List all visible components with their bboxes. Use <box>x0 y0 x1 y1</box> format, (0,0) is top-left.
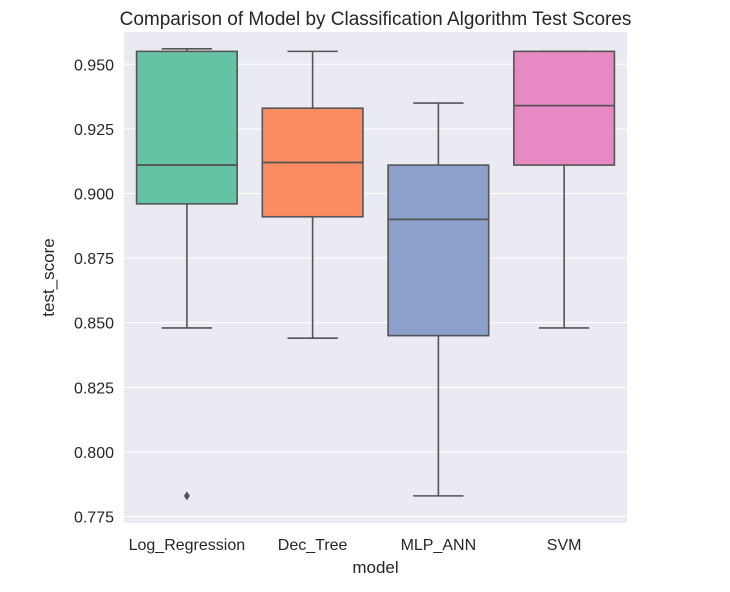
iqr-box <box>513 50 616 166</box>
y-axis-label: test_score <box>39 238 58 316</box>
y-tick-label: 0.875 <box>74 251 114 268</box>
outlier-marker <box>183 491 190 501</box>
box-mlp-ann <box>387 102 490 497</box>
y-tick-label: 0.800 <box>74 445 114 462</box>
x-tick-label: Dec_Tree <box>278 537 348 554</box>
y-tick-label: 0.850 <box>74 316 114 333</box>
x-axis-label: model <box>352 558 398 577</box>
x-tick-label: Log_Regression <box>129 537 246 554</box>
y-tick-label: 0.775 <box>74 510 114 527</box>
y-tick-label: 0.925 <box>74 122 114 139</box>
y-tick-label: 0.900 <box>74 187 114 204</box>
box-layer <box>135 47 616 501</box>
box-svm <box>513 50 616 329</box>
box-log-regression <box>135 47 238 501</box>
x-tick-label: SVM <box>547 537 582 554</box>
iqr-box <box>135 50 238 205</box>
axis-layer: 0.775 0.800 0.825 0.850 0.875 0.900 0.925 0.950… <box>74 57 582 554</box>
box-dec-tree <box>261 50 364 340</box>
y-tick-label: 0.950 <box>74 57 114 74</box>
y-tick-label: 0.825 <box>74 380 114 397</box>
iqr-box <box>387 164 490 337</box>
x-tick-label: MLP_ANN <box>401 537 477 554</box>
chart-title: Comparison of Model by Classification Al… <box>120 9 632 30</box>
